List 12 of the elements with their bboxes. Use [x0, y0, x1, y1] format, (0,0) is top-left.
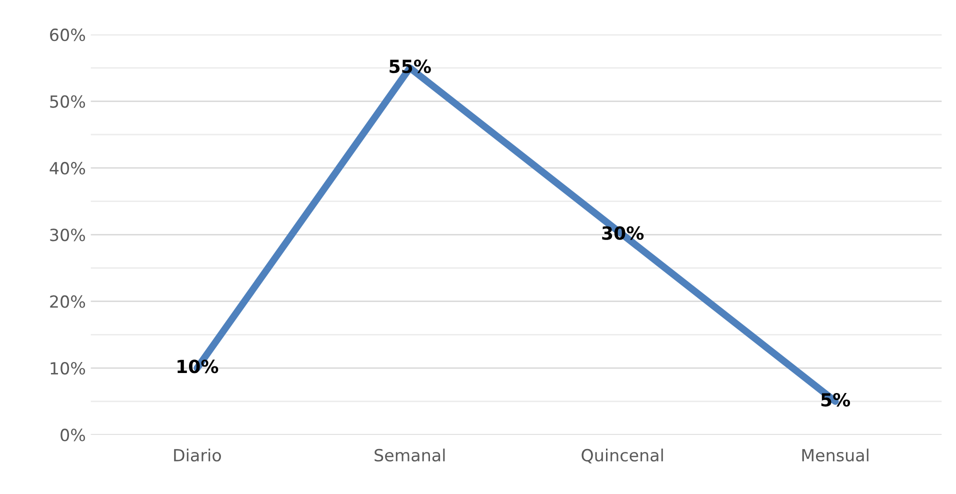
x-tick-label: Diario: [174, 448, 221, 462]
x-tick-label: Quincenal: [582, 448, 663, 464]
y-tick-label: 60%: [50, 28, 86, 42]
y-tick-label: 20%: [50, 295, 86, 308]
x-tick-label: Semanal: [374, 448, 445, 462]
y-tick-label: 30%: [50, 228, 86, 242]
data-label: 55%: [390, 60, 431, 74]
y-tick-label: 50%: [50, 95, 86, 108]
y-tick-label: 10%: [50, 362, 86, 375]
x-tick-label: Mensual: [802, 448, 868, 462]
y-tick-label: 0%: [60, 428, 86, 442]
y-tick-label: 40%: [50, 162, 86, 175]
